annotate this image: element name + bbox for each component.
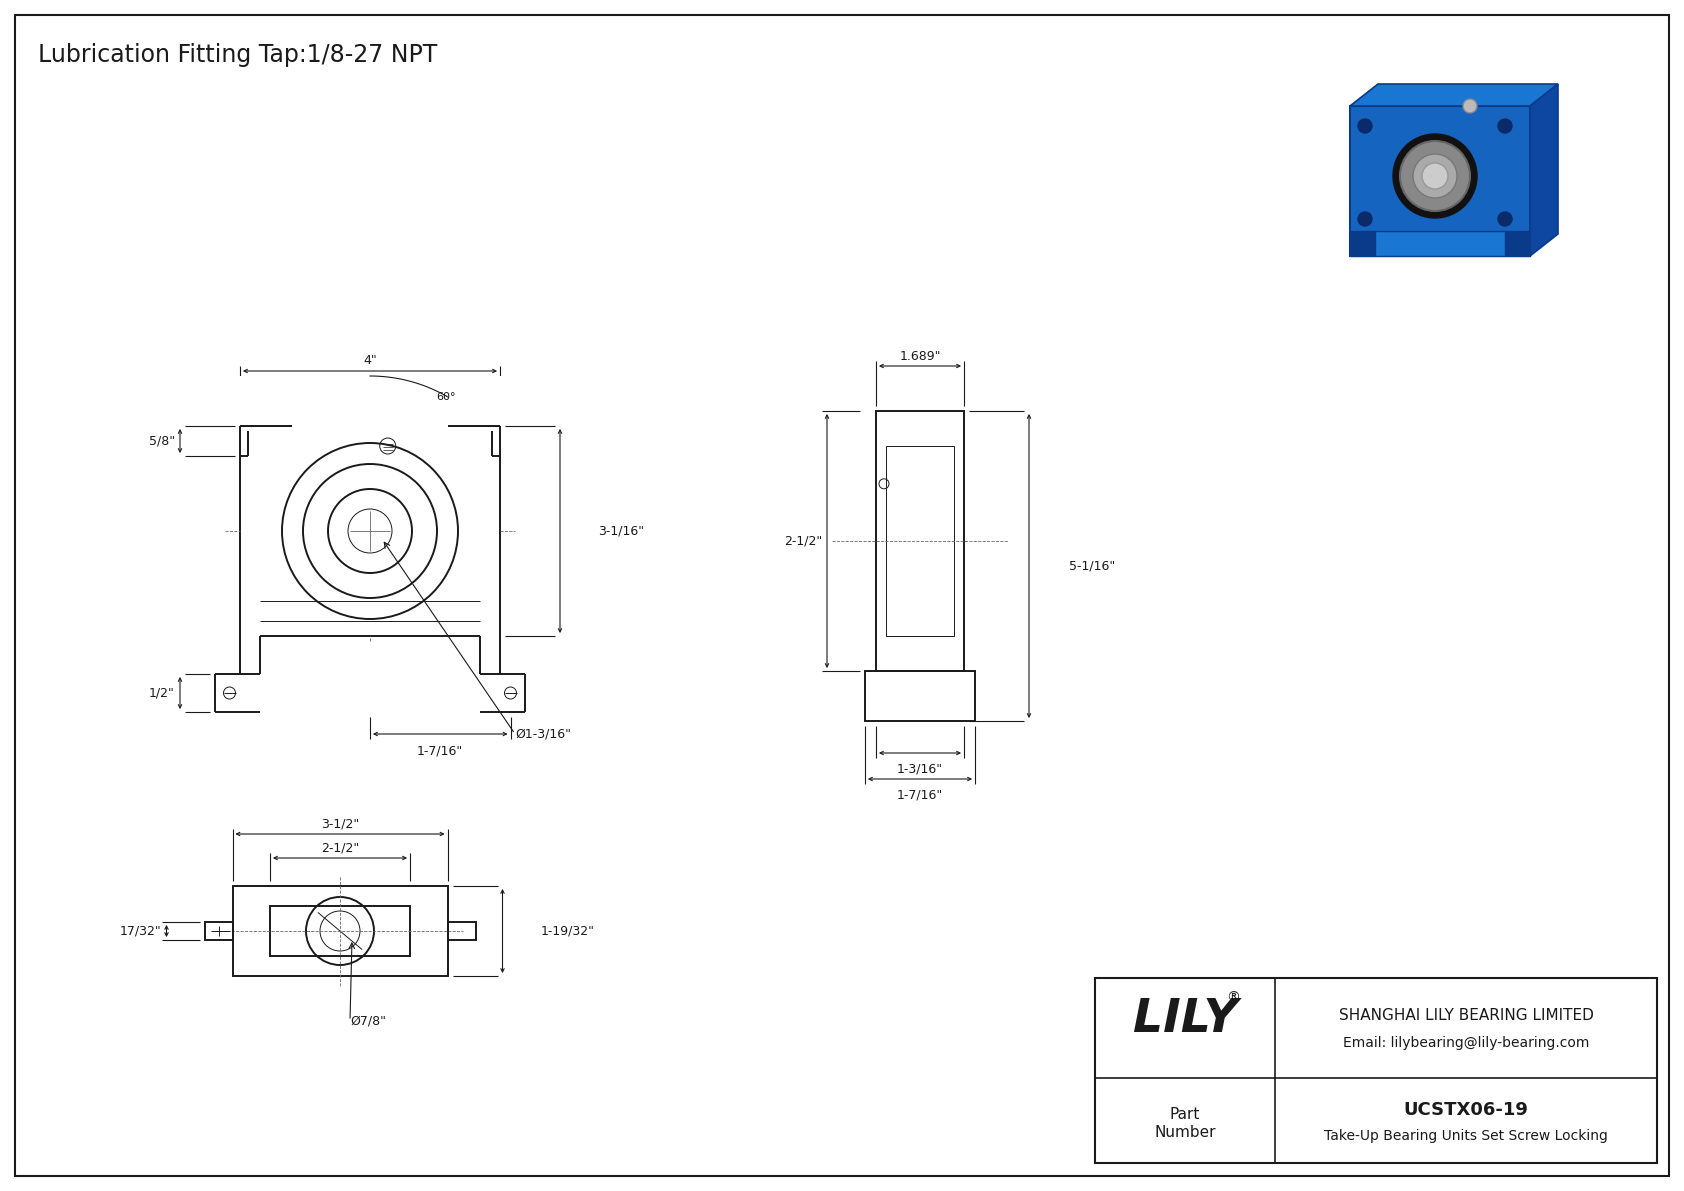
Text: Ø1-3/16": Ø1-3/16" — [515, 728, 571, 741]
Text: Part: Part — [1170, 1106, 1201, 1122]
Polygon shape — [1351, 106, 1531, 256]
Text: Ø7/8": Ø7/8" — [350, 1015, 386, 1028]
Text: Take-Up Bearing Units Set Screw Locking: Take-Up Bearing Units Set Screw Locking — [1324, 1129, 1608, 1143]
Polygon shape — [1351, 85, 1558, 106]
Text: 2-1/2": 2-1/2" — [783, 535, 822, 548]
Bar — [886, 445, 955, 636]
Bar — [876, 411, 963, 671]
Text: 3-1/2": 3-1/2" — [322, 817, 359, 830]
Text: 17/32": 17/32" — [120, 924, 162, 937]
Text: UCSTX06-19: UCSTX06-19 — [1403, 1102, 1529, 1120]
Bar — [1095, 978, 1657, 1162]
Text: 1-7/16": 1-7/16" — [898, 788, 943, 802]
Polygon shape — [1376, 231, 1505, 256]
Text: 1-19/32": 1-19/32" — [541, 924, 594, 937]
Circle shape — [1393, 135, 1477, 218]
Circle shape — [1357, 212, 1372, 226]
Bar — [232, 886, 448, 975]
Bar — [269, 906, 409, 956]
Bar — [866, 671, 975, 721]
Text: 2-1/2": 2-1/2" — [322, 842, 359, 854]
Circle shape — [1463, 99, 1477, 113]
Polygon shape — [1531, 85, 1558, 256]
Bar — [448, 922, 475, 940]
Bar — [204, 922, 232, 940]
Text: 60°: 60° — [436, 392, 456, 403]
Bar — [236, 376, 505, 426]
Text: Lubrication Fitting Tap:1/8-27 NPT: Lubrication Fitting Tap:1/8-27 NPT — [39, 43, 438, 67]
Text: 3-1/16": 3-1/16" — [598, 524, 643, 537]
Text: 1.689": 1.689" — [899, 349, 941, 362]
Text: Number: Number — [1154, 1125, 1216, 1140]
Text: LILY: LILY — [1133, 998, 1238, 1042]
Text: 4": 4" — [364, 355, 377, 368]
Text: 1/2": 1/2" — [150, 686, 175, 699]
Text: ®: ® — [1226, 991, 1239, 1005]
Text: 1-3/16": 1-3/16" — [898, 763, 943, 777]
Circle shape — [1413, 154, 1457, 198]
Circle shape — [1499, 212, 1512, 226]
Text: 5/8": 5/8" — [148, 435, 175, 448]
Circle shape — [1421, 163, 1448, 189]
Circle shape — [1399, 141, 1470, 211]
Text: SHANGHAI LILY BEARING LIMITED: SHANGHAI LILY BEARING LIMITED — [1339, 1009, 1593, 1023]
Text: 1-7/16": 1-7/16" — [418, 744, 463, 757]
Text: Email: lilybearing@lily-bearing.com: Email: lilybearing@lily-bearing.com — [1342, 1036, 1590, 1050]
Text: 5-1/16": 5-1/16" — [1069, 560, 1115, 573]
Circle shape — [1499, 119, 1512, 133]
Circle shape — [1357, 119, 1372, 133]
Polygon shape — [1505, 231, 1531, 256]
Polygon shape — [1351, 231, 1376, 256]
